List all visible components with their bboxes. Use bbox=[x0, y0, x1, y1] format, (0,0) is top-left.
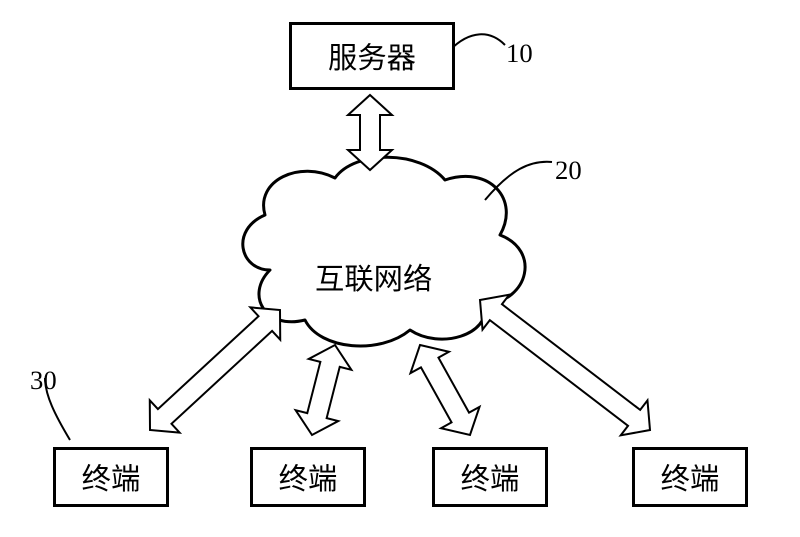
callout-30: 30 bbox=[30, 365, 57, 396]
terminal-box: 终端 bbox=[53, 447, 169, 507]
terminal-label: 终端 bbox=[661, 456, 720, 498]
server-label: 服务器 bbox=[328, 35, 416, 77]
terminal-box: 终端 bbox=[632, 447, 748, 507]
terminal-label: 终端 bbox=[461, 456, 520, 498]
callout-10: 10 bbox=[506, 38, 533, 69]
callout-20: 20 bbox=[555, 155, 582, 186]
terminal-label: 终端 bbox=[279, 456, 338, 498]
terminal-box: 终端 bbox=[432, 447, 548, 507]
server-box: 服务器 bbox=[289, 22, 455, 90]
diagram-stage: 服务器 互联网络 终端 终端 终端 终端 10 20 30 bbox=[0, 0, 800, 537]
cloud-label: 互联网络 bbox=[315, 256, 432, 298]
terminal-label: 终端 bbox=[82, 456, 141, 498]
terminal-box: 终端 bbox=[250, 447, 366, 507]
